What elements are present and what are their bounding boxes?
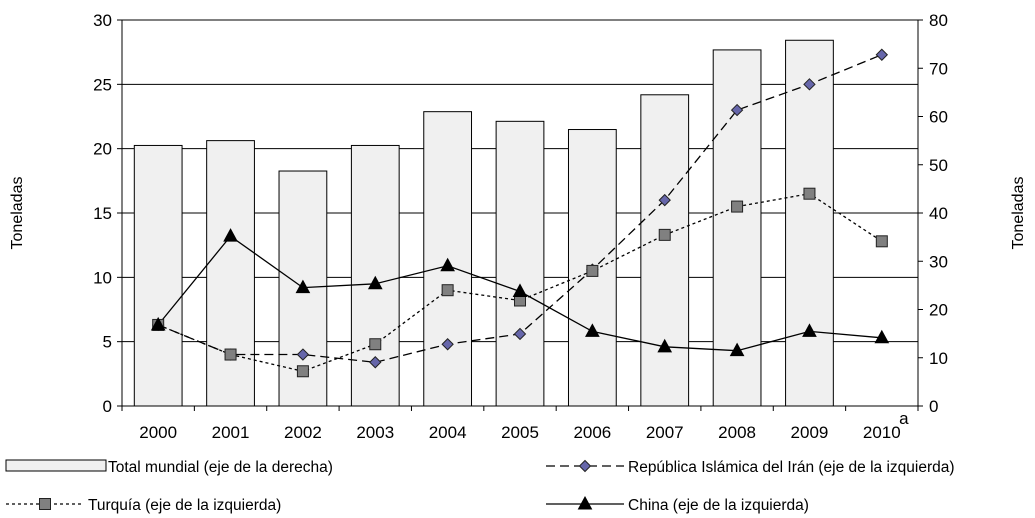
legend-marker-3 xyxy=(577,495,593,510)
point-1-2004 xyxy=(441,284,454,297)
point-2-2004 xyxy=(440,257,455,272)
x-tick-label: 2000 xyxy=(139,423,177,442)
x-tick-label: 2004 xyxy=(429,423,467,442)
point-1-2008 xyxy=(731,200,744,213)
bars xyxy=(133,39,834,407)
y-tick-label-right: 50 xyxy=(929,156,948,175)
x-tick-label: 2001 xyxy=(212,423,250,442)
point-1-2006 xyxy=(586,264,599,277)
point-0-2003 xyxy=(369,356,382,369)
y-tick-label-right: 0 xyxy=(929,397,938,416)
y-tick-label-right: 10 xyxy=(929,349,948,368)
y-tick-label-left: 15 xyxy=(93,204,112,223)
y-tick-label-left: 25 xyxy=(93,75,112,94)
point-0-2005 xyxy=(513,327,527,341)
point-0-2002 xyxy=(296,348,310,361)
y-tick-label-left: 30 xyxy=(93,11,112,30)
bar-2000 xyxy=(133,144,183,407)
axis-titles: Toneladas Toneladas xyxy=(9,177,1027,250)
point-2-2000 xyxy=(150,316,166,331)
point-2-2003 xyxy=(367,275,383,290)
legend: Total mundial (eje de la derecha) Repúbli… xyxy=(5,459,955,514)
y-tick-label-right: 30 xyxy=(929,252,948,271)
point-2-2001 xyxy=(223,228,238,242)
y-tick-label-right: 70 xyxy=(929,59,948,78)
point-0-2010 xyxy=(875,48,889,61)
bar-2009 xyxy=(785,39,834,407)
point-2-2006 xyxy=(585,323,600,337)
legend-label-2: Turquía (eje de la izquierda) xyxy=(88,497,281,514)
y-tick-label-left: 10 xyxy=(93,268,112,287)
series-lines xyxy=(150,48,890,378)
y-tick-label-left: 20 xyxy=(93,140,112,159)
point-2-2010 xyxy=(874,329,890,344)
point-2-2005 xyxy=(512,283,528,297)
legend-label-0: Total mundial (eje de la derecha) xyxy=(108,459,333,476)
x-tick-label: 2003 xyxy=(356,423,394,442)
y-tick-label-right: 60 xyxy=(929,108,948,127)
point-2-2008 xyxy=(729,342,745,357)
point-1-2007 xyxy=(658,228,671,241)
legend-label-3: China (eje de la izquierda) xyxy=(628,497,809,514)
point-0-2007 xyxy=(658,193,671,207)
axes xyxy=(117,19,923,411)
x-tick-label: 2002 xyxy=(284,423,322,442)
x-tick-label: 2010 xyxy=(863,423,901,442)
point-1-2001 xyxy=(224,348,237,361)
legend-marker-1 xyxy=(578,459,592,473)
y-tick-label-left: 5 xyxy=(103,333,112,352)
point-1-2002 xyxy=(296,365,309,378)
point-0-2009 xyxy=(803,78,816,91)
bar-2005 xyxy=(495,120,545,407)
y-tick-label-right: 40 xyxy=(929,204,948,223)
y-axis-title-right: Toneladas xyxy=(1010,177,1027,250)
point-1-2009 xyxy=(803,187,816,200)
legend-swatch-0 xyxy=(5,459,107,472)
point-1-2010 xyxy=(875,235,888,248)
x-tick-footnote: a xyxy=(899,409,909,428)
y-axis-title-left: Toneladas xyxy=(9,177,26,250)
point-0-2008 xyxy=(730,103,744,117)
legend-label-1: República Islámica del Irán (eje de la i… xyxy=(628,459,955,476)
bar-2007 xyxy=(640,94,690,407)
point-0-2004 xyxy=(441,338,454,351)
y-tick-label-right: 20 xyxy=(929,301,948,320)
point-2-2002 xyxy=(295,279,311,294)
point-1-2003 xyxy=(369,338,382,351)
point-2-2009 xyxy=(802,323,817,337)
tick-labels: 0 5 10 15 20 25 30 0 10 20 30 40 50 60 70 80 2000 2001 200… xyxy=(93,11,948,442)
series-line-1 xyxy=(157,193,883,372)
legend-marker-2 xyxy=(39,498,51,510)
bar-2001 xyxy=(206,140,255,407)
x-tick-label: 2006 xyxy=(573,423,611,442)
x-tick-label: 2008 xyxy=(718,423,756,442)
y-tick-label-left: 0 xyxy=(103,397,112,416)
x-tick-label: 2009 xyxy=(791,423,829,442)
y-tick-label-right: 80 xyxy=(929,11,948,30)
x-tick-label: 2005 xyxy=(501,423,539,442)
x-tick-label: 2007 xyxy=(646,423,684,442)
point-2-2007 xyxy=(657,338,673,353)
